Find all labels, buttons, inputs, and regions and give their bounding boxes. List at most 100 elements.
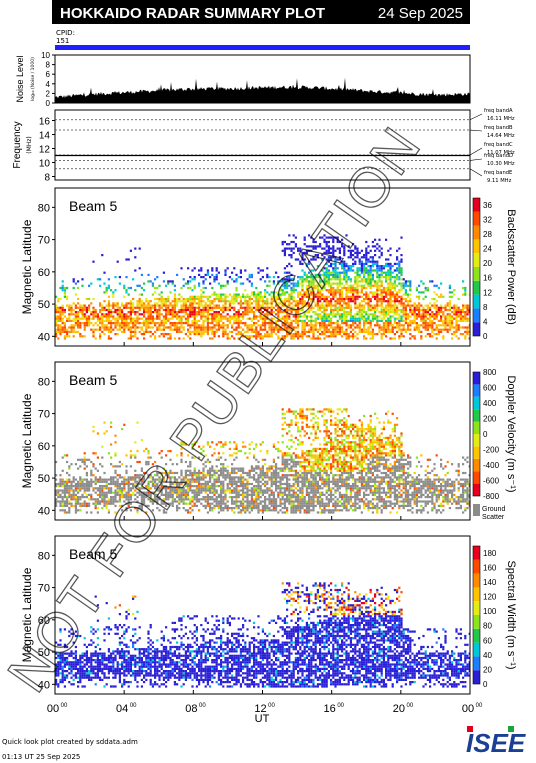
- scatter-cell: [347, 276, 350, 279]
- scatter-cell: [321, 295, 324, 298]
- scatter-cell: [107, 322, 110, 325]
- scatter-cell: [407, 295, 410, 298]
- scatter-cell: [321, 297, 324, 301]
- scatter-cell: [319, 333, 322, 336]
- scatter-cell: [314, 293, 317, 296]
- scatter-cell: [195, 496, 198, 499]
- scatter-cell: [125, 480, 128, 483]
- scatter-cell: [182, 326, 185, 329]
- scatter-cell: [398, 291, 401, 294]
- scatter-cell: [248, 500, 251, 503]
- scatter-cell: [294, 335, 297, 338]
- scatter-cell: [213, 478, 216, 481]
- scatter-cell: [413, 326, 416, 329]
- scatter-cell: [220, 317, 223, 320]
- scatter-cell: [217, 304, 220, 307]
- scatter-cell: [464, 293, 467, 296]
- scatter-cell: [459, 326, 462, 329]
- scatter-cell: [127, 491, 130, 494]
- scatter-cell: [393, 262, 396, 265]
- scatter-cell: [266, 335, 269, 338]
- scatter-cell: [220, 315, 223, 318]
- scatter-cell: [83, 485, 86, 488]
- scatter-cell: [257, 267, 260, 270]
- scatter-cell: [154, 500, 157, 503]
- scatter-cell: [248, 489, 251, 492]
- scatter-cell: [297, 280, 300, 283]
- scatter-cell: [332, 273, 335, 276]
- scatter-cell: [206, 333, 209, 336]
- scatter-cell: [59, 493, 62, 496]
- scatter-cell: [283, 251, 286, 254]
- scatter-cell: [114, 469, 117, 472]
- scatter-cell: [283, 286, 286, 290]
- scatter-cell: [360, 300, 363, 303]
- scatter-cell: [270, 304, 273, 307]
- scatter-cell: [404, 328, 407, 331]
- scatter-cell: [396, 326, 399, 329]
- scatter-cell: [270, 489, 273, 492]
- scatter-cell: [303, 291, 306, 294]
- scatter-cell: [200, 295, 203, 298]
- scatter-cell: [226, 485, 229, 488]
- scatter-cell: [400, 311, 403, 314]
- scatter-cell: [244, 507, 247, 510]
- scatter-cell: [266, 308, 269, 312]
- scatter-cell: [435, 317, 438, 320]
- scatter-cell: [70, 482, 73, 486]
- scatter-cell: [57, 482, 60, 486]
- scatter-cell: [193, 313, 196, 316]
- scatter-cell: [149, 456, 152, 459]
- scatter-cell: [332, 322, 335, 325]
- scatter-cell: [466, 326, 469, 329]
- scatter-cell: [255, 297, 258, 301]
- scatter-cell: [371, 319, 374, 322]
- scatter-cell: [235, 487, 238, 490]
- scatter-cell: [114, 302, 117, 305]
- scatter-cell: [162, 317, 165, 320]
- scatter-cell: [290, 278, 293, 281]
- scatter-cell: [400, 335, 403, 338]
- scatter-cell: [389, 254, 392, 257]
- scatter-cell: [286, 243, 289, 246]
- scatter-cell: [169, 328, 172, 331]
- scatter-cell: [305, 286, 308, 290]
- scatter-cell: [325, 304, 328, 307]
- scatter-cell: [358, 258, 361, 261]
- lat-y-tick-label: 40: [38, 331, 50, 343]
- scatter-cell: [231, 509, 234, 512]
- scatter-cell: [424, 328, 427, 331]
- scatter-cell: [74, 500, 77, 503]
- scatter-cell: [358, 280, 361, 283]
- scatter-cell: [268, 467, 271, 470]
- scatter-cell: [433, 322, 436, 325]
- scatter-cell: [272, 297, 275, 301]
- scatter-cell: [301, 293, 304, 296]
- scatter-cell: [74, 496, 77, 499]
- scatter-cell: [288, 271, 291, 274]
- scatter-cell: [165, 471, 168, 475]
- scatter-cell: [233, 300, 236, 303]
- scatter-cell: [184, 478, 187, 481]
- scatter-cell: [134, 247, 137, 250]
- scatter-cell: [215, 471, 218, 475]
- scatter-cell: [261, 302, 264, 305]
- scatter-cell: [319, 315, 322, 318]
- scatter-cell: [99, 317, 102, 320]
- scatter-cell: [200, 333, 203, 336]
- scatter-cell: [171, 280, 174, 283]
- scatter-cell: [222, 306, 225, 309]
- scatter-cell: [235, 311, 238, 314]
- scatter-cell: [312, 326, 315, 329]
- scatter-cell: [290, 311, 293, 314]
- scatter-cell: [343, 302, 346, 305]
- scatter-cell: [217, 456, 220, 459]
- scatter-cell: [365, 258, 368, 261]
- scatter-cell: [354, 289, 357, 292]
- scatter-cell: [233, 471, 236, 475]
- scatter-cell: [176, 454, 179, 457]
- scatter-cell: [451, 324, 454, 327]
- scatter-cell: [70, 319, 73, 322]
- scatter-cell: [275, 271, 278, 274]
- scatter-cell: [191, 324, 194, 327]
